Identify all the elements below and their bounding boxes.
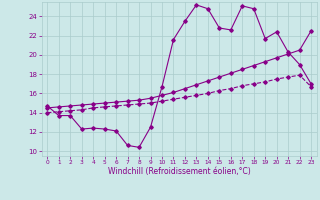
X-axis label: Windchill (Refroidissement éolien,°C): Windchill (Refroidissement éolien,°C) (108, 167, 251, 176)
